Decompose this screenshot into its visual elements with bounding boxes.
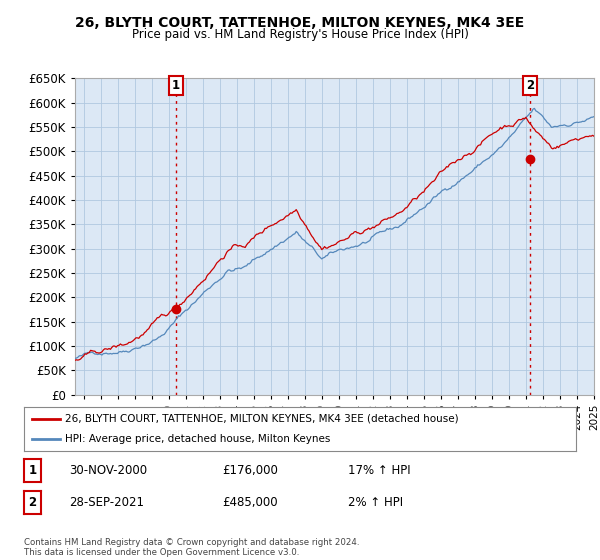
- Text: 2: 2: [28, 496, 37, 509]
- Text: 1: 1: [172, 80, 180, 92]
- Text: 1: 1: [28, 464, 37, 477]
- Text: Contains HM Land Registry data © Crown copyright and database right 2024.
This d: Contains HM Land Registry data © Crown c…: [24, 538, 359, 557]
- Text: £485,000: £485,000: [222, 496, 278, 509]
- Text: £176,000: £176,000: [222, 464, 278, 477]
- Text: 2% ↑ HPI: 2% ↑ HPI: [348, 496, 403, 509]
- Text: 26, BLYTH COURT, TATTENHOE, MILTON KEYNES, MK4 3EE (detached house): 26, BLYTH COURT, TATTENHOE, MILTON KEYNE…: [65, 414, 459, 424]
- Text: 17% ↑ HPI: 17% ↑ HPI: [348, 464, 410, 477]
- Text: 30-NOV-2000: 30-NOV-2000: [69, 464, 147, 477]
- Text: 28-SEP-2021: 28-SEP-2021: [69, 496, 144, 509]
- Text: Price paid vs. HM Land Registry's House Price Index (HPI): Price paid vs. HM Land Registry's House …: [131, 28, 469, 41]
- Text: HPI: Average price, detached house, Milton Keynes: HPI: Average price, detached house, Milt…: [65, 434, 331, 444]
- Text: 26, BLYTH COURT, TATTENHOE, MILTON KEYNES, MK4 3EE: 26, BLYTH COURT, TATTENHOE, MILTON KEYNE…: [76, 16, 524, 30]
- Text: 2: 2: [526, 80, 534, 92]
